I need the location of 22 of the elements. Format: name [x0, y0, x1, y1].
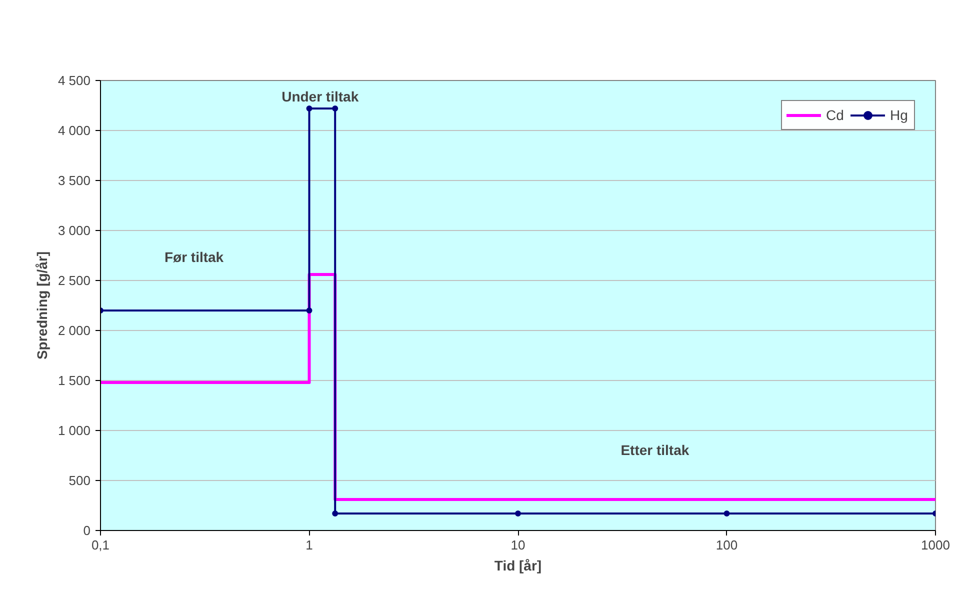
y-tick-label: 4 500 [58, 73, 91, 88]
annotation: Under tiltak [282, 88, 359, 105]
y-tick-label: 4 000 [58, 123, 91, 138]
y-tick-label: 2 500 [58, 273, 91, 288]
x-axis-title: Tid [år] [494, 558, 542, 574]
y-tick-label: 1 500 [58, 373, 91, 388]
annotation: Etter tiltak [620, 442, 690, 458]
x-tick-label: 1 [306, 538, 313, 552]
y-tick-label: 3 000 [58, 223, 91, 238]
x-tick-label: 10 [510, 538, 526, 552]
annotation: Før tiltak [164, 248, 224, 265]
y-tick-label: 500 [68, 473, 91, 488]
x-tick-label: 1000 [921, 538, 950, 552]
legend-label: Cd [826, 107, 845, 123]
y-tick-label: 0 [83, 523, 91, 538]
y-axis-title: Spredning [g/år] [34, 251, 50, 360]
legend-label: Hg [890, 107, 909, 123]
y-tick-label: 2 000 [58, 323, 91, 338]
x-tick-label: 100 [716, 538, 738, 552]
y-tick-label: 1 000 [58, 423, 91, 438]
y-tick-label: 3 500 [58, 173, 91, 188]
x-tick-label: 0,1 [91, 538, 110, 552]
